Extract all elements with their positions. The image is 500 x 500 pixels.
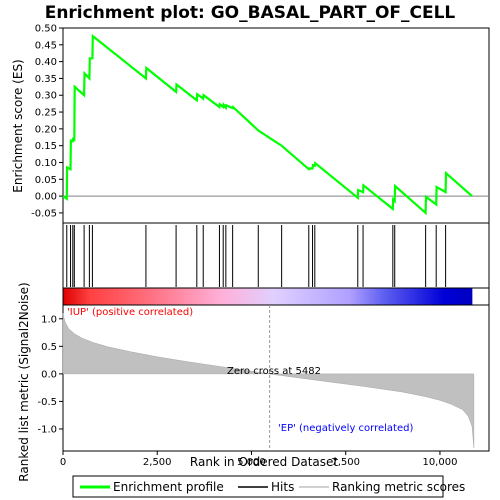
rank-y-axis: -1.0 -0.5 0.0 0.5 1.0: [37, 314, 63, 435]
color-bar: [62, 287, 490, 306]
hits-panel: [62, 222, 490, 289]
es-panel-frame: [62, 27, 490, 224]
rank-x-axis: 0 2,500 5,000 7,500 10,000: [60, 451, 457, 468]
rank-y-tick-label: 0.5: [41, 342, 57, 353]
rank-x-tick-label: 7,500: [331, 457, 360, 468]
es-y-tick-label: 0.15: [35, 141, 57, 152]
es-y-tick-label: 0.25: [35, 108, 57, 119]
es-y-tick-label: 0.00: [35, 192, 57, 203]
es-y-tick-label: 0.20: [35, 124, 57, 135]
legend: Enrichment profile Hits Ranking metric s…: [72, 475, 465, 498]
rank-y-axis-title: Ranked list metric (Signal2Noise): [17, 282, 31, 481]
chart-title: Enrichment plot: GO_BASAL_PART_OF_CELL: [45, 3, 456, 23]
es-y-tick-label: 0.45: [35, 40, 57, 51]
rank-x-tick-label: 5,000: [237, 457, 266, 468]
legend-metric-label: Ranking metric scores: [332, 480, 465, 494]
es-y-tick-label: 0.40: [35, 57, 57, 68]
legend-hits-label: Hits: [271, 480, 294, 494]
es-y-tick-label: 0.50: [35, 24, 57, 35]
es-y-tick-label: -0.05: [31, 208, 57, 219]
rank-panel: -1.0 -0.5 0.0 0.5 1.0 0 2,500 5,000 7,500 10,000…: [17, 282, 490, 482]
es-y-tick-label: 0.05: [35, 175, 57, 186]
rank-y-tick-label: -0.5: [37, 397, 57, 408]
rank-y-tick-label: -1.0: [37, 424, 57, 435]
rank-x-tick-label: 2,500: [143, 457, 172, 468]
enrichment-profile-line: [62, 33, 473, 216]
es-y-axis-title: Enrichment score (ES): [11, 59, 25, 192]
es-y-axis: -0.05 0.00 0.05 0.10 0.15 0.20 0.25 0.30 0.35 0.4…: [31, 24, 63, 219]
rank-x-tick-label: 0: [60, 457, 66, 468]
rank-y-tick-label: 0.0: [41, 369, 57, 380]
positive-correlated-label: 'IUP' (positive correlated): [67, 307, 193, 318]
es-y-tick-label: 0.30: [35, 91, 57, 102]
es-panel: -0.05 0.00 0.05 0.10 0.15 0.20 0.25 0.30 0.35 0.4…: [11, 24, 490, 224]
es-y-tick-label: 0.10: [35, 158, 57, 169]
hit-markers: [66, 225, 447, 287]
rank-x-tick-label: 10,000: [422, 457, 457, 468]
ranking-metric-area: [62, 313, 475, 449]
rank-x-axis-title: Rank in Ordered Dataset: [190, 455, 338, 469]
negative-correlated-label: 'EP' (negatively correlated): [278, 423, 413, 434]
rank-color-bar: [62, 287, 490, 306]
hits-panel-frame: [62, 222, 490, 289]
es-y-tick-label: 0.35: [35, 74, 57, 85]
zero-cross-label: Zero cross at 5482: [227, 366, 321, 377]
legend-enrichment-label: Enrichment profile: [113, 480, 224, 494]
rank-y-tick-label: 1.0: [41, 314, 57, 325]
